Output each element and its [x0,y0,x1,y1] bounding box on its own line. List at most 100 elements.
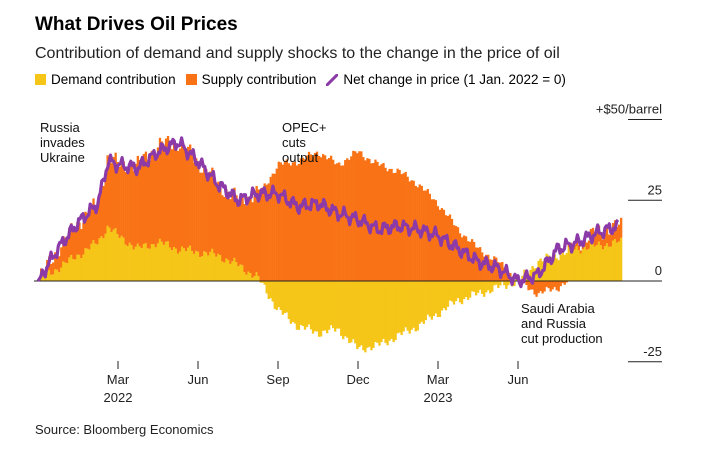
supply-bar [221,195,224,262]
annotation-text: Russia [40,120,81,135]
supply-bar [577,244,581,251]
demand-bar [88,249,91,281]
demand-bar [261,281,264,283]
demand-bar [215,256,218,281]
demand-bar [376,281,379,343]
demand-bar [52,274,55,281]
x-year-label: 2022 [104,390,133,405]
supply-bar [237,202,240,267]
supply-bar [189,144,192,246]
supply-bar [565,281,568,283]
demand-bar [317,281,321,337]
demand-bar [374,281,377,342]
supply-bar [80,229,83,259]
demand-bar [122,237,125,281]
demand-bar [305,281,309,328]
supply-bar [148,160,152,249]
supply-bar [553,281,556,288]
demand-bar [460,281,464,305]
supply-bar [273,173,276,281]
demand-bar [515,279,518,281]
supply-bar [146,160,150,249]
supply-bar [434,200,438,281]
demand-bar [436,281,440,318]
supply-bar [76,221,79,255]
demand-bar [344,281,347,337]
demand-bar [211,248,214,281]
x-tick-label: Mar [107,372,130,387]
demand-bar [217,253,220,281]
demand-bar [539,258,542,281]
demand-bar [565,253,568,281]
supply-bar [263,183,266,281]
demand-bar [573,249,576,281]
supply-bar [293,161,297,281]
demand-bar [189,245,192,281]
supply-bar [162,145,166,245]
demand-bar [132,249,135,281]
supply-bar [229,199,232,264]
demand-bar [362,281,365,351]
demand-bar [597,241,601,281]
supply-bar [52,262,55,275]
demand-bar [330,281,333,326]
demand-bar [46,271,49,281]
demand-bar [553,254,556,281]
supply-bar [539,281,542,292]
demand-bar [535,267,538,281]
demand-bar [118,237,121,281]
supply-bar [325,159,329,281]
supply-bar [430,199,434,281]
demand-bar [432,281,436,316]
demand-bar [378,281,381,346]
demand-bar [599,245,603,281]
demand-bar [285,281,289,313]
supply-bar [255,185,258,273]
demand-bar [364,281,367,353]
demand-bar [408,281,411,334]
demand-bar [251,277,254,281]
demand-bar [182,248,186,281]
demand-bar [394,281,397,341]
demand-bar [144,243,148,281]
supply-bar [495,257,498,281]
supply-bar [156,147,160,244]
demand-bar [235,262,238,281]
demand-bar [48,270,51,281]
annotation-text: and Russia [521,316,587,331]
supply-bar [319,157,323,281]
supply-bar [72,230,75,260]
supply-bar [108,156,111,228]
supply-bar [182,145,186,249]
demand-bar [418,281,421,324]
supply-bar [245,205,248,275]
demand-bar [307,281,311,325]
demand-bar [334,281,337,332]
legend-swatch-net [326,73,339,86]
demand-bar [207,255,210,281]
supply-bar [211,167,214,249]
demand-bar [595,244,599,281]
demand-bar [587,248,591,281]
supply-bar [94,205,97,244]
demand-bar [499,281,502,286]
supply-bar [116,161,119,235]
supply-bar [557,281,560,292]
supply-bar [432,199,436,281]
demand-bar [96,244,99,281]
supply-bar [223,196,226,263]
demand-bar [72,259,75,281]
supply-bar [195,158,198,251]
demand-bar [158,238,162,281]
demand-bar [477,281,480,293]
annotation-text: cuts [282,135,306,150]
supply-bar [503,267,506,281]
supply-bar [54,252,57,270]
demand-bar [368,281,371,347]
demand-bar [603,246,607,281]
supply-bar [170,149,174,251]
demand-bar [164,241,168,281]
demand-bar [551,257,554,281]
supply-bar [307,151,311,281]
demand-bar [130,245,133,281]
